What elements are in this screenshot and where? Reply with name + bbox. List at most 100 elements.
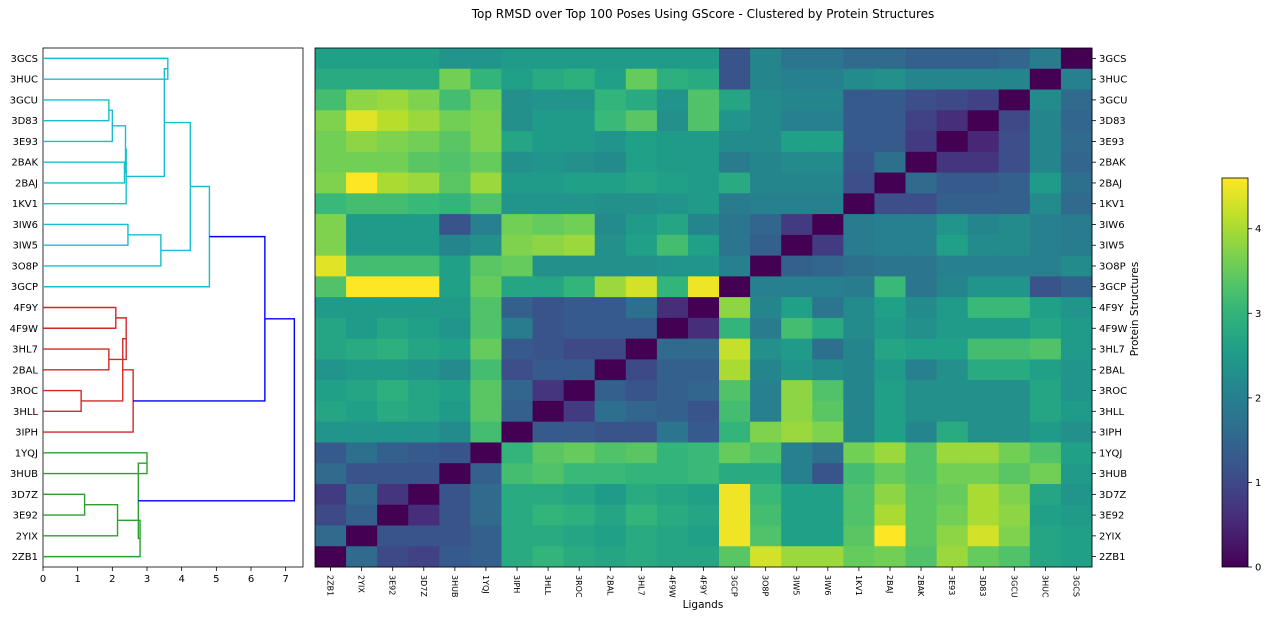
heatmap-cell	[315, 48, 347, 70]
heatmap-cell	[315, 151, 347, 174]
heatmap-cell	[501, 359, 534, 381]
heatmap-cell	[408, 68, 440, 91]
heatmap-cell	[905, 131, 938, 153]
heatmap-cell	[563, 110, 596, 132]
heatmap-cell	[346, 421, 378, 443]
heatmap-cell	[1029, 483, 1062, 506]
dendrogram: 3GCS 3HUC 3GCU 3D83 3E93 2BAK 2BAJ 1KV1 3IW6 3IW5…	[10, 47, 304, 585]
heatmap-cell	[377, 421, 409, 443]
heatmap-cell	[719, 151, 751, 174]
heatmap-cell	[563, 214, 596, 236]
heatmap-x-axis-label: Ligands	[683, 599, 724, 611]
heatmap-cell	[470, 504, 502, 526]
heatmap-cell	[967, 525, 1000, 547]
heatmap-cell	[781, 214, 813, 236]
heatmap-cell	[625, 276, 658, 298]
heatmap-cell	[439, 151, 471, 174]
heatmap-cell	[1060, 131, 1093, 153]
heatmap-cell	[594, 297, 627, 319]
heatmap-cell	[501, 317, 534, 340]
heatmap-cell	[346, 131, 378, 153]
heatmap-cell	[1060, 172, 1093, 194]
heatmap-cell	[781, 297, 813, 319]
heatmap-cell	[1029, 442, 1062, 464]
heatmap-cell	[750, 297, 782, 319]
heatmap-cell	[750, 546, 782, 568]
heatmap-cell	[967, 276, 1000, 298]
heatmap-cell	[625, 131, 658, 153]
dendrogram-x-tick-label: 1	[74, 574, 80, 585]
heatmap-cell	[687, 463, 720, 485]
heatmap-cell	[532, 338, 565, 360]
heatmap-cell	[501, 380, 534, 402]
heatmap-cell	[998, 463, 1031, 485]
heatmap-cell	[750, 463, 782, 485]
heatmap-cell	[439, 546, 471, 568]
heatmap-cell	[377, 234, 409, 257]
heatmap-cell	[843, 297, 875, 319]
heatmap-x-tick-label: 4F9W	[667, 575, 676, 598]
heatmap-cell	[656, 380, 689, 402]
heatmap-cell	[532, 214, 565, 236]
colorbar-tick-label: 0	[1255, 563, 1261, 574]
dendrogram-leaf-label: 2ZB1	[12, 552, 38, 563]
heatmap-cell	[470, 131, 502, 153]
heatmap-cell	[656, 89, 689, 111]
heatmap-cell	[967, 359, 1000, 381]
heatmap-cell	[905, 400, 938, 423]
heatmap-cell	[719, 504, 751, 526]
heatmap-cell	[501, 338, 534, 360]
heatmap-cell	[936, 151, 969, 174]
heatmap-cell	[408, 442, 440, 464]
heatmap-cell	[874, 214, 907, 236]
heatmap-cell	[843, 546, 875, 568]
heatmap-y-tick-label: 2BAL	[1099, 365, 1125, 376]
heatmap-cell	[936, 421, 969, 443]
heatmap-cell	[1029, 110, 1062, 132]
heatmap-cell	[625, 463, 658, 485]
heatmap-cell	[532, 359, 565, 381]
heatmap-cell	[843, 276, 875, 298]
heatmap-cell	[874, 255, 907, 277]
heatmap-cell	[719, 297, 751, 319]
heatmap-cell	[998, 276, 1031, 298]
heatmap-cell	[874, 68, 907, 91]
heatmap-cell	[998, 234, 1031, 257]
heatmap-cell	[439, 214, 471, 236]
heatmap-cell	[687, 546, 720, 568]
heatmap-cell	[1060, 48, 1093, 70]
heatmap-cell	[843, 442, 875, 464]
heatmap-cell	[936, 546, 969, 568]
heatmap-cell	[750, 255, 782, 277]
heatmap-cell	[687, 421, 720, 443]
heatmap-cell	[719, 110, 751, 132]
heatmap-cell	[781, 89, 813, 111]
heatmap-cell	[874, 400, 907, 423]
heatmap-cell	[781, 234, 813, 257]
heatmap-cell	[346, 338, 378, 360]
heatmap-cell	[532, 131, 565, 153]
heatmap-cell	[905, 234, 938, 257]
heatmap-cell	[750, 338, 782, 360]
heatmap-cell	[408, 317, 440, 340]
heatmap-y-tick-label: 3IW6	[1099, 220, 1125, 231]
heatmap-cell	[1060, 214, 1093, 236]
heatmap-cell	[719, 546, 751, 568]
heatmap-cell	[874, 359, 907, 381]
dendrogram-leaf-label: 3E93	[13, 137, 38, 148]
heatmap-cell	[1029, 131, 1062, 153]
heatmap-cell	[781, 255, 813, 277]
heatmap-cell	[377, 172, 409, 194]
heatmap-cell	[998, 214, 1031, 236]
heatmap-cell	[719, 380, 751, 402]
heatmap-cell	[843, 151, 875, 174]
heatmap-cell	[687, 172, 720, 194]
heatmap-cell	[936, 442, 969, 464]
dendrogram-link	[138, 318, 296, 502]
heatmap-cell	[377, 276, 409, 298]
heatmap-cell	[967, 317, 1000, 340]
heatmap-cell	[967, 110, 1000, 132]
heatmap-cell	[1060, 151, 1093, 174]
heatmap-cell	[439, 504, 471, 526]
heatmap-cell	[719, 172, 751, 194]
